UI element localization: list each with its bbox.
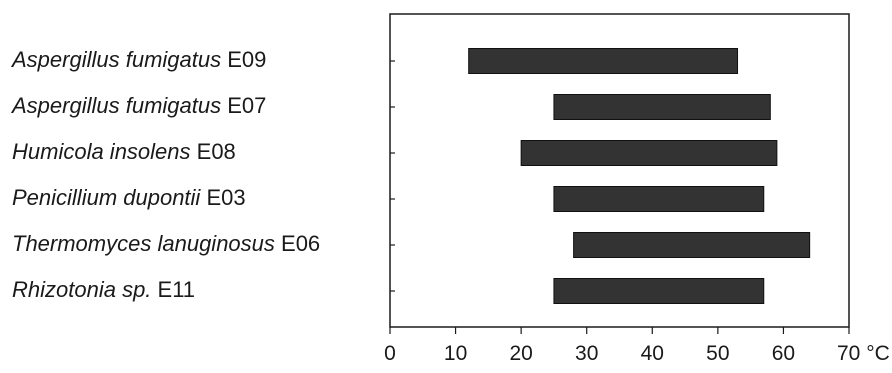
x-tick-label: 70 °C [837, 342, 890, 365]
x-tick-label: 40 [641, 342, 664, 365]
species-name: Rhizotonia sp. [12, 277, 152, 302]
category-label: Penicillium dupontii E03 [12, 187, 246, 209]
bar-e08 [520, 140, 778, 166]
x-tick-label: 10 [444, 342, 467, 365]
strain-code: E11 [151, 277, 196, 302]
bar-e11 [553, 278, 765, 304]
x-tick-label: 30 [575, 342, 598, 365]
plot-frame [389, 13, 850, 328]
x-tick-label: 20 [509, 342, 532, 365]
species-name: Thermomyces lanuginosus [12, 231, 275, 256]
strain-code: E03 [200, 185, 246, 210]
category-label: Thermomyces lanuginosus E06 [12, 233, 320, 255]
strain-code: E09 [221, 47, 267, 72]
x-tick-label: 0 [384, 342, 396, 365]
species-name: Humicola insolens [12, 139, 191, 164]
x-tick-label: 60 [772, 342, 795, 365]
bar-e06 [573, 232, 811, 258]
species-name: Aspergillus fumigatus [12, 93, 222, 118]
category-label: Aspergillus fumigatus E07 [12, 95, 266, 117]
category-label: Humicola insolens E08 [12, 141, 236, 163]
bar-e09 [468, 48, 739, 74]
bar-e07 [553, 94, 771, 120]
species-name: Aspergillus fumigatus [12, 47, 222, 72]
strain-code: E07 [221, 93, 267, 118]
bar-e03 [553, 186, 765, 212]
species-name: Penicillium dupontii [12, 185, 201, 210]
x-tick-label: 50 [706, 342, 729, 365]
strain-code: E06 [274, 231, 321, 256]
strain-code: E08 [190, 139, 236, 164]
category-label: Aspergillus fumigatus E09 [12, 49, 266, 71]
category-label: Rhizotonia sp. E11 [12, 279, 195, 301]
